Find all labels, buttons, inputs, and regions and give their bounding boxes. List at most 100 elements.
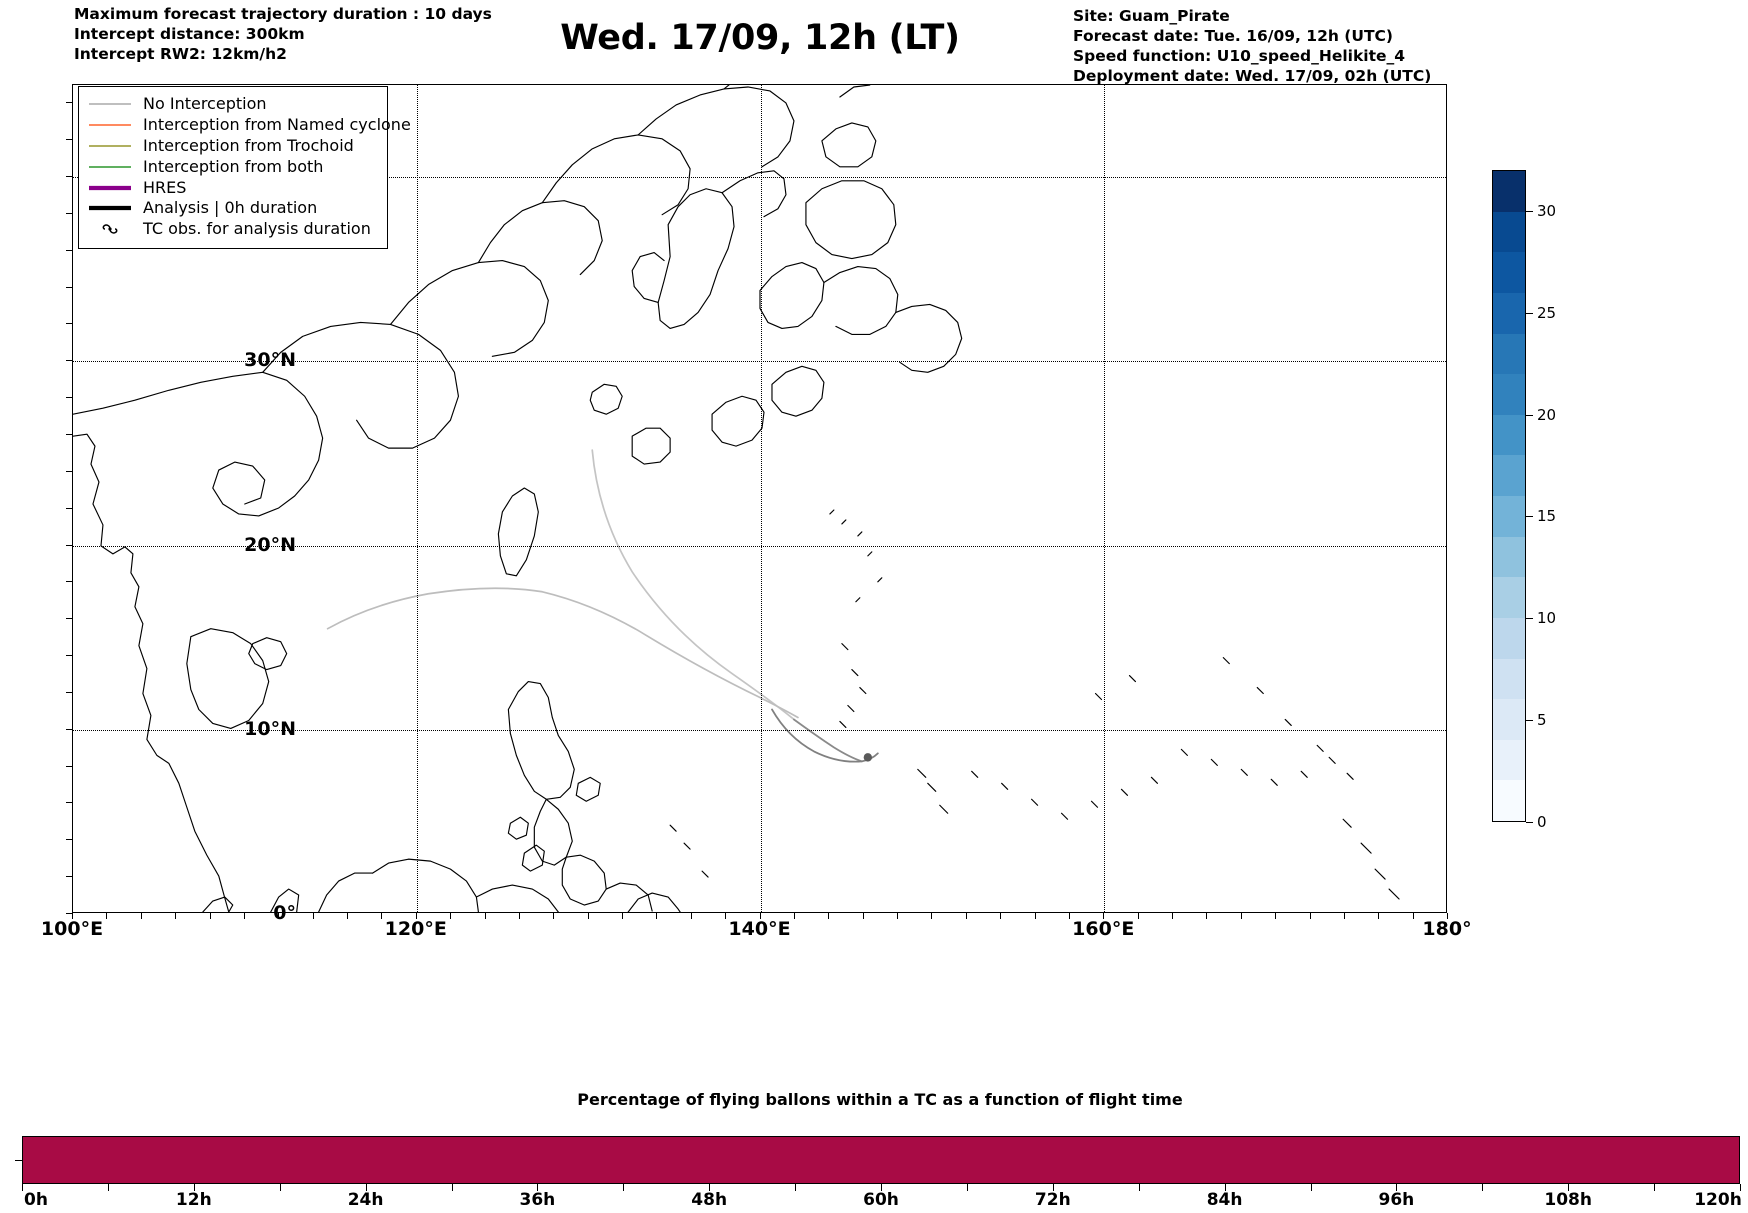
map-x-minor-tick bbox=[1240, 913, 1242, 919]
colorbar-title: Named cyclones forecast - Number of GEFS… bbox=[1600, 0, 1748, 1213]
bottom-bar-tick-label: 96h bbox=[1378, 1190, 1415, 1210]
bottom-bar-minor-tick bbox=[1568, 1184, 1570, 1191]
map-gridline-vertical bbox=[1104, 85, 1106, 912]
map-gridline-horizontal bbox=[73, 729, 1446, 731]
bottom-bar-minor-tick bbox=[1310, 1184, 1312, 1191]
map-x-minor-tick bbox=[690, 913, 692, 919]
header-forecast-date: Forecast date: Tue. 16/09, 12h (UTC) bbox=[1073, 27, 1394, 45]
map-gridline-vertical bbox=[760, 85, 762, 912]
map-y-tick-label: 20°N bbox=[244, 533, 296, 556]
bottom-bar-tick-label: 12h bbox=[175, 1190, 212, 1210]
bottom-bar-minor-tick bbox=[107, 1184, 109, 1191]
legend-item-tc-obs[interactable]: TC obs. for analysis duration bbox=[88, 219, 378, 240]
bottom-bar-minor-tick bbox=[1740, 1184, 1741, 1191]
colorbar-tick bbox=[1526, 822, 1533, 823]
map-y-minor-tick bbox=[66, 618, 72, 620]
map-x-minor-tick bbox=[209, 913, 211, 919]
map-y-minor-tick bbox=[66, 913, 72, 914]
header-max-duration: Maximum forecast trajectory duration : 1… bbox=[74, 5, 492, 23]
header-site: Site: Guam_Pirate bbox=[1073, 7, 1230, 25]
bottom-bar-minor-tick bbox=[1138, 1184, 1140, 1191]
map-x-minor-tick bbox=[312, 913, 314, 919]
map-x-minor-tick bbox=[106, 913, 108, 919]
bottom-bar-minor-tick bbox=[1482, 1184, 1484, 1191]
header-intercept-dist: Intercept distance: 300km bbox=[74, 25, 305, 43]
colorbar-tick bbox=[1526, 720, 1533, 722]
map-x-minor-tick bbox=[72, 913, 73, 919]
bottom-bar-minor-tick bbox=[709, 1184, 711, 1191]
bottom-bar-tick-label: 120h bbox=[1694, 1190, 1742, 1210]
bottom-bar-plot[interactable] bbox=[22, 1136, 1740, 1184]
colorbar-tick bbox=[1526, 618, 1533, 620]
colorbar-segment bbox=[1493, 739, 1525, 781]
legend-label: Analysis | 0h duration bbox=[143, 198, 318, 218]
legend-item-named-cyclone[interactable]: Interception from Named cyclone bbox=[88, 115, 411, 136]
colorbar-segment bbox=[1493, 333, 1525, 375]
legend-label: Interception from both bbox=[143, 156, 324, 176]
legend-label: No Interception bbox=[143, 94, 267, 114]
map-x-minor-tick bbox=[1412, 913, 1414, 919]
map-legend[interactable]: No Interception Interception from Named … bbox=[78, 86, 411, 249]
bottom-bar-tick-label: 36h bbox=[519, 1190, 556, 1210]
bottom-bar-minor-tick bbox=[1654, 1184, 1656, 1191]
colorbar-tick-label: 15 bbox=[1537, 507, 1557, 526]
map-y-minor-tick bbox=[66, 765, 72, 767]
map-x-minor-tick bbox=[587, 913, 589, 919]
bottom-bar-tick-label: 72h bbox=[1034, 1190, 1071, 1210]
legend-label: HRES bbox=[143, 177, 187, 197]
colorbar-segment bbox=[1493, 171, 1525, 212]
map-x-tick-label: 160°E bbox=[1072, 918, 1135, 940]
bottom-bar-minor-tick bbox=[1396, 1184, 1398, 1191]
colorbar-segment bbox=[1493, 211, 1525, 253]
map-y-tick-label: 0° bbox=[273, 902, 296, 924]
map-y-minor-tick bbox=[66, 876, 72, 878]
map-x-minor-tick bbox=[1309, 913, 1311, 919]
colorbar-segment bbox=[1493, 617, 1525, 659]
map-x-minor-tick bbox=[175, 913, 177, 919]
map-x-minor-tick bbox=[1343, 913, 1345, 919]
map-x-minor-tick bbox=[1275, 913, 1277, 919]
page-title: Wed. 17/09, 12h (LT) bbox=[560, 18, 960, 58]
colorbar-tick bbox=[1526, 516, 1533, 518]
trajectory-no-interception-2 bbox=[326, 587, 799, 719]
legend-label: Interception from Named cyclone bbox=[143, 115, 411, 135]
bottom-bar-tick-label: 60h bbox=[863, 1190, 899, 1210]
bottom-bar-minor-tick bbox=[279, 1184, 281, 1191]
map-x-minor-tick bbox=[725, 913, 727, 919]
legend-item-both[interactable]: Interception from both bbox=[88, 156, 378, 177]
legend-item-no-interception[interactable]: No Interception bbox=[88, 94, 378, 115]
map-y-minor-tick bbox=[66, 839, 72, 841]
map-y-minor-tick bbox=[66, 212, 72, 214]
legend-item-trochoid[interactable]: Interception from Trochoid bbox=[88, 136, 378, 157]
map-x-minor-tick bbox=[450, 913, 452, 919]
map-x-minor-tick bbox=[793, 913, 795, 919]
map-x-tick-label: 180° bbox=[1422, 918, 1472, 940]
colorbar-segment bbox=[1493, 414, 1525, 456]
colorbar-segment bbox=[1493, 699, 1525, 740]
map-x-minor-tick bbox=[1172, 913, 1173, 919]
colorbar-tick-label: 5 bbox=[1537, 711, 1547, 730]
map-plot-area[interactable] bbox=[72, 84, 1447, 913]
legend-item-hres[interactable]: HRES bbox=[88, 177, 378, 198]
colorbar[interactable] bbox=[1492, 170, 1526, 822]
map-x-minor-tick bbox=[1034, 913, 1036, 919]
map-x-minor-tick bbox=[965, 913, 967, 919]
bottom-bar-tick-label: 108h bbox=[1544, 1190, 1592, 1210]
map-gridline-vertical bbox=[416, 85, 418, 912]
map-y-minor-tick bbox=[66, 691, 72, 693]
colorbar-segment bbox=[1493, 455, 1525, 496]
map-x-minor-tick bbox=[1378, 913, 1380, 919]
bottom-bar-minor-tick bbox=[22, 1184, 23, 1191]
map-y-minor-tick bbox=[66, 139, 72, 141]
map-gridline-horizontal bbox=[73, 545, 1446, 547]
map-y-minor-tick bbox=[66, 581, 72, 583]
map-x-minor-tick bbox=[1206, 913, 1208, 919]
map-y-minor-tick bbox=[66, 102, 72, 104]
map-y-minor-tick bbox=[66, 470, 72, 472]
map-y-minor-tick bbox=[66, 507, 72, 509]
map-y-minor-tick bbox=[66, 360, 72, 362]
bottom-bar-minor-tick bbox=[365, 1184, 367, 1191]
map-x-minor-tick bbox=[553, 913, 555, 919]
legend-item-analysis[interactable]: Analysis | 0h duration bbox=[88, 198, 378, 219]
bottom-bar-y-tick bbox=[15, 1160, 22, 1161]
